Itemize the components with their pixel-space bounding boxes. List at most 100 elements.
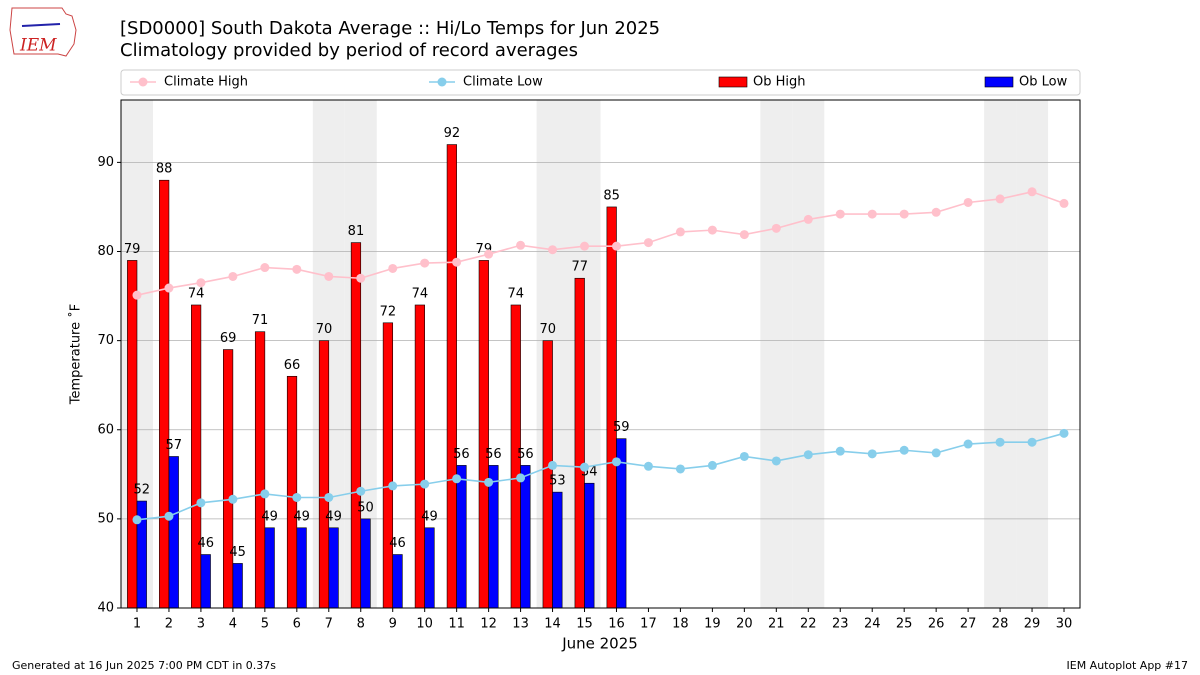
x-tick-label: 11 — [448, 617, 465, 632]
bar — [446, 144, 457, 609]
data-label: 46 — [389, 536, 406, 551]
x-tick-label: 17 — [640, 617, 657, 632]
point — [548, 460, 558, 470]
plot-frame — [120, 99, 1081, 609]
bar — [318, 340, 330, 609]
point — [228, 271, 238, 281]
y-tick-label: 80 — [97, 244, 114, 259]
data-label: 74 — [188, 286, 205, 301]
data-label: 59 — [613, 420, 630, 435]
bar — [168, 456, 179, 609]
data-label: 45 — [229, 545, 246, 560]
point — [516, 473, 526, 483]
x-tick-label: 21 — [768, 617, 785, 632]
data-label: 77 — [571, 260, 588, 275]
point — [420, 258, 430, 268]
point — [707, 460, 717, 470]
point — [516, 240, 526, 250]
bar — [328, 527, 339, 609]
x-tick-label: 19 — [704, 617, 721, 632]
point — [580, 241, 590, 251]
point — [452, 474, 462, 484]
y-tick-label: 40 — [97, 601, 114, 616]
bar — [350, 242, 362, 609]
data-label: 71 — [252, 313, 269, 328]
data-label: 57 — [165, 438, 182, 453]
point — [324, 271, 334, 281]
y-tick-label: 60 — [97, 422, 114, 437]
point — [1059, 428, 1069, 438]
data-label: 79 — [124, 242, 141, 257]
logo-text: IEM — [19, 36, 57, 56]
bar — [520, 465, 531, 609]
point — [356, 273, 366, 283]
x-tick-label: 9 — [389, 617, 397, 632]
x-tick-label: 12 — [480, 617, 497, 632]
bar — [296, 527, 307, 609]
data-label: 53 — [549, 474, 566, 489]
x-tick-label: 22 — [800, 617, 817, 632]
data-label: 56 — [453, 447, 470, 462]
bar — [232, 563, 243, 609]
chart-title: [SD0000] South Dakota Average :: Hi/Lo T… — [120, 18, 660, 39]
bar — [191, 304, 202, 609]
legend-label: Climate High — [164, 75, 248, 90]
point — [899, 209, 909, 219]
x-axis-label: June 2025 — [561, 635, 638, 653]
point — [196, 498, 206, 508]
point — [388, 263, 398, 273]
point — [1059, 198, 1069, 208]
x-tick-label: 26 — [928, 617, 945, 632]
x-tick-label: 18 — [672, 617, 689, 632]
x-tick-label: 27 — [960, 617, 977, 632]
x-tick-label: 14 — [544, 617, 561, 632]
point — [771, 223, 781, 233]
x-tick-label: 7 — [325, 617, 333, 632]
point — [132, 290, 142, 300]
point — [835, 209, 845, 219]
point — [931, 207, 941, 217]
data-label: 74 — [508, 286, 525, 301]
point — [164, 283, 174, 293]
point — [675, 464, 685, 474]
y-tick-label: 90 — [97, 155, 114, 170]
logo-line — [21, 23, 61, 27]
bar — [264, 527, 275, 609]
footer-left: Generated at 16 Jun 2025 7:00 PM CDT in … — [12, 659, 276, 672]
data-label: 69 — [220, 331, 237, 346]
point — [963, 439, 973, 449]
point — [1027, 187, 1037, 197]
point — [803, 450, 813, 460]
line — [136, 190, 1065, 296]
weekend-shade — [984, 100, 1017, 608]
data-label: 46 — [197, 536, 214, 551]
point — [324, 492, 334, 502]
point — [196, 278, 206, 288]
bar — [127, 260, 138, 609]
legend-label: Ob High — [753, 75, 806, 90]
data-label: 85 — [603, 188, 620, 203]
x-tick-label: 2 — [165, 617, 173, 632]
footer-right: IEM Autoplot App #17 — [1067, 659, 1189, 672]
data-label: 56 — [517, 447, 534, 462]
x-tick-label: 15 — [576, 617, 593, 632]
bar — [414, 304, 425, 609]
point — [388, 481, 398, 491]
x-tick-label: 25 — [896, 617, 913, 632]
data-label: 49 — [261, 509, 278, 524]
bar — [222, 349, 234, 609]
data-label: 50 — [357, 500, 374, 515]
bar — [424, 527, 435, 609]
x-tick-label: 16 — [608, 617, 625, 632]
bar — [360, 518, 371, 609]
point — [260, 489, 270, 499]
x-tick-label: 28 — [992, 617, 1009, 632]
line — [136, 432, 1065, 521]
data-label: 56 — [485, 447, 502, 462]
y-tick-label: 50 — [97, 511, 114, 526]
point — [739, 230, 749, 240]
bar — [606, 206, 617, 609]
x-tick-label: 30 — [1056, 617, 1073, 632]
x-tick-label: 1 — [133, 617, 141, 632]
